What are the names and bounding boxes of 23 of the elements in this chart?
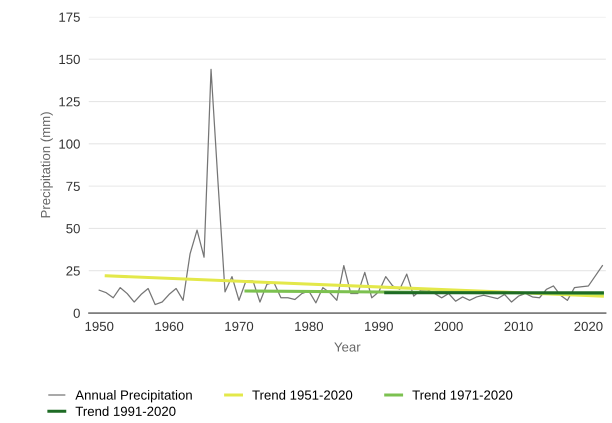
y-axis-title: Precipitation (mm) [40,112,53,218]
x-tick-label: 2020 [574,322,603,332]
legend-label: Trend 1951-2020 [252,390,352,400]
y-tick-label: 50 [66,224,80,234]
x-tick-label: 2000 [434,322,463,332]
y-tick-label: 0 [74,308,80,318]
legend-label: Annual Precipitation [75,390,192,402]
x-tick-label: 2010 [504,322,533,332]
y-tick-label: 25 [66,266,80,276]
x-tick-label: 1960 [155,322,184,332]
y-tick-label: 75 [66,182,80,192]
y-tick-label: 100 [59,139,80,149]
line-series [98,68,604,306]
legend-label: Trend 1971-2020 [412,390,512,400]
y-tick-label: 125 [59,97,80,106]
x-tick-label: 1950 [86,322,114,332]
x-axis-title: Year [334,342,360,352]
y-tick-label: 175 [59,12,80,22]
y-tick-label: 150 [59,54,80,64]
legend-label: Trend 1991-2020 [76,406,176,416]
x-tick-label: 1970 [225,322,254,332]
x-tick-label: 1980 [295,322,324,332]
x-tick-label: 1990 [365,322,393,332]
